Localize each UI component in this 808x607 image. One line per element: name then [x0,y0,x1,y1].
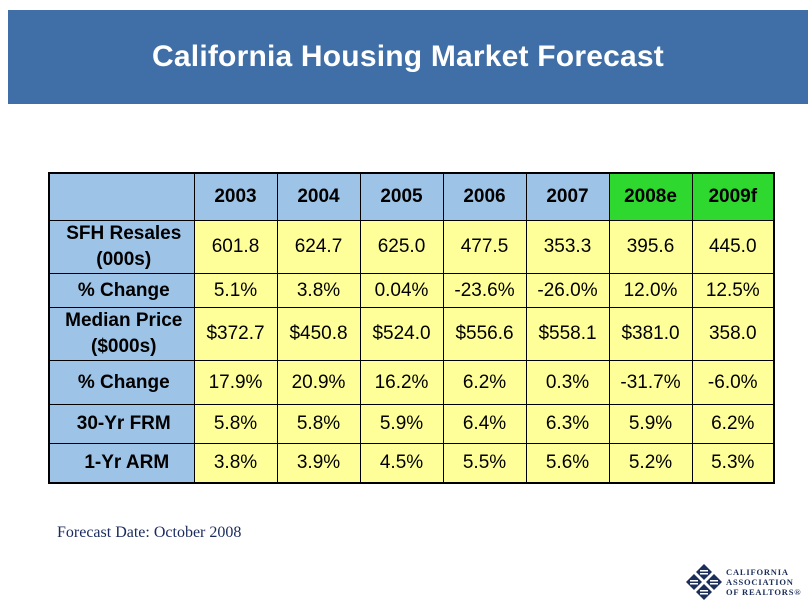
forecast-date-note: Forecast Date: October 2008 [57,524,242,541]
table-cell: -26.0% [525,273,610,308]
table-cell: 625.0 [359,220,444,274]
table-cell: 5.3% [691,443,775,484]
table-cell: 477.5 [442,220,527,274]
table-cell: 0.04% [359,273,444,308]
table-cell: 20.9% [276,360,361,405]
table-cell: 445.0 [691,220,775,274]
table-cell: 12.5% [691,273,775,308]
year-header: 2007 [525,172,610,221]
forecast-year-header: 2009f [691,172,775,221]
forecast-year-header: 2008e [608,172,693,221]
year-header: 2004 [276,172,361,221]
table-cell: 6.2% [691,404,775,444]
title-banner: California Housing Market Forecast [8,10,808,104]
year-header: 2003 [193,172,278,221]
table-cell: 12.0% [608,273,693,308]
table-cell: 3.8% [193,443,278,484]
row-label: SFH Resales (000s) [48,220,195,274]
table-cell: $450.8 [276,307,361,361]
table-header-row: 2003 2004 2005 2006 2007 2008e 2009f [48,172,775,221]
table-cell: $381.0 [608,307,693,361]
table-cell: 5.6% [525,443,610,484]
table-cell: 601.8 [193,220,278,274]
table-cell: 16.2% [359,360,444,405]
logo-wordmark: CALIFORNIA ASSOCIATION OF REALTORS® [726,567,802,597]
row-label: Median Price ($000s) [48,307,195,361]
realtors-emblem-icon [686,564,722,600]
table-cell: -6.0% [691,360,775,405]
table-cell: -23.6% [442,273,527,308]
table-cell: 358.0 [691,307,775,361]
car-logo: CALIFORNIA ASSOCIATION OF REALTORS® [686,560,806,604]
table-cell: 4.5% [359,443,444,484]
table-cell: 5.9% [608,404,693,444]
table-row: SFH Resales (000s) 601.8 624.7 625.0 477.… [48,220,775,274]
row-label: % Change [48,273,195,308]
table-cell: 353.3 [525,220,610,274]
table-cell: 6.4% [442,404,527,444]
table-cell: -31.7% [608,360,693,405]
forecast-table: 2003 2004 2005 2006 2007 2008e 2009f SFH… [48,172,775,484]
table-cell: 395.6 [608,220,693,274]
table-cell: 17.9% [193,360,278,405]
table-cell: $558.1 [525,307,610,361]
table-row: Median Price ($000s) $372.7 $450.8 $524.0… [48,307,775,361]
table-row: % Change 5.1% 3.8% 0.04% -23.6% -26.0% 1… [48,273,775,308]
row-label: 1-Yr ARM [48,443,195,484]
table-row: 30-Yr FRM 5.8% 5.8% 5.9% 6.4% 6.3% 5.9% … [48,404,775,444]
table-cell: 5.9% [359,404,444,444]
year-header: 2006 [442,172,527,221]
table-cell: 5.8% [193,404,278,444]
table-cell: 5.8% [276,404,361,444]
table-cell: 0.3% [525,360,610,405]
table-cell: $556.6 [442,307,527,361]
row-label: % Change [48,360,195,405]
table-row: % Change 17.9% 20.9% 16.2% 6.2% 0.3% -31… [48,360,775,405]
table-corner-cell [48,172,195,221]
row-label: 30-Yr FRM [48,404,195,444]
table-cell: $524.0 [359,307,444,361]
table-cell: $372.7 [193,307,278,361]
table-cell: 6.3% [525,404,610,444]
table-cell: 5.2% [608,443,693,484]
table-cell: 6.2% [442,360,527,405]
table-cell: 5.1% [193,273,278,308]
page-title: California Housing Market Forecast [152,40,664,73]
table-row: 1-Yr ARM 3.8% 3.9% 4.5% 5.5% 5.6% 5.2% 5… [48,443,775,484]
table-cell: 3.8% [276,273,361,308]
table-cell: 5.5% [442,443,527,484]
year-header: 2005 [359,172,444,221]
table-cell: 624.7 [276,220,361,274]
table-cell: 3.9% [276,443,361,484]
